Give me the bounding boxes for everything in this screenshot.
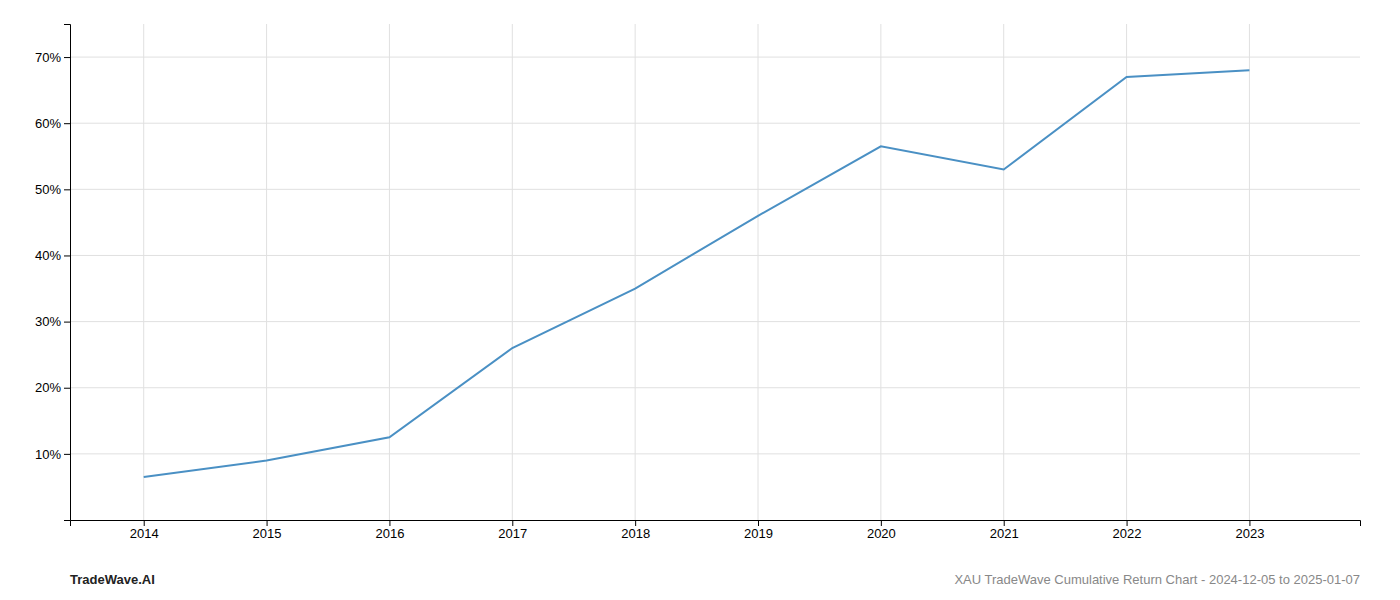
y-tick-label: 10% bbox=[35, 447, 61, 462]
x-grid-line bbox=[389, 24, 390, 520]
x-tick-mark bbox=[267, 520, 268, 526]
x-grid-line bbox=[635, 24, 636, 520]
x-tick-label: 2018 bbox=[621, 526, 650, 541]
x-grid-line bbox=[880, 24, 881, 520]
x-tick-mark bbox=[1127, 520, 1128, 526]
x-tick: 2017 bbox=[498, 520, 527, 541]
y-tick-mark bbox=[64, 388, 70, 389]
x-tick: 2021 bbox=[990, 520, 1019, 541]
line bbox=[144, 70, 1250, 477]
grid bbox=[70, 24, 1360, 520]
x-tick-mark bbox=[881, 520, 882, 526]
x-grid-line bbox=[1003, 24, 1004, 520]
y-tick-mark bbox=[64, 57, 70, 58]
chart: 2014 2015 2016 2017 2018 2019 2020 2021 2022 2023… bbox=[0, 0, 1400, 600]
y-axis-line bbox=[64, 25, 71, 521]
x-tick-mark bbox=[758, 520, 759, 526]
y-tick-label: 70% bbox=[35, 50, 61, 65]
y-tick-mark bbox=[64, 322, 70, 323]
x-tick-label: 2014 bbox=[130, 526, 159, 541]
y-tick-label: 30% bbox=[35, 314, 61, 329]
x-tick-label: 2019 bbox=[744, 526, 773, 541]
y-grid-line bbox=[70, 57, 1360, 58]
x-grid-line bbox=[512, 24, 513, 520]
x-tick: 2016 bbox=[375, 520, 404, 541]
x-tick-mark bbox=[144, 520, 145, 526]
x-tick-label: 2021 bbox=[990, 526, 1019, 541]
y-tick-label: 20% bbox=[35, 380, 61, 395]
x-grid-line bbox=[143, 24, 144, 520]
footer-right: XAU TradeWave Cumulative Return Chart - … bbox=[954, 572, 1360, 587]
y-tick-mark bbox=[64, 189, 70, 190]
y-grid-line bbox=[70, 321, 1360, 322]
y-tick: 10% bbox=[35, 447, 70, 462]
x-tick-mark bbox=[389, 520, 390, 526]
x-tick: 2018 bbox=[621, 520, 650, 541]
x-grid-line bbox=[1249, 24, 1250, 520]
x-tick-mark bbox=[1004, 520, 1005, 526]
y-tick: 60% bbox=[35, 116, 70, 131]
x-tick-label: 2023 bbox=[1235, 526, 1264, 541]
y-tick-label: 50% bbox=[35, 182, 61, 197]
footer-left: TradeWave.AI bbox=[70, 572, 155, 587]
y-tick-mark bbox=[64, 123, 70, 124]
x-tick: 2019 bbox=[744, 520, 773, 541]
y-grid-line bbox=[70, 255, 1360, 256]
y-grid-line bbox=[70, 123, 1360, 124]
y-tick-mark bbox=[64, 255, 70, 256]
x-grid-line bbox=[1126, 24, 1127, 520]
y-tick: 40% bbox=[35, 248, 70, 263]
x-tick: 2020 bbox=[867, 520, 896, 541]
x-tick-label: 2015 bbox=[253, 526, 282, 541]
y-axis: 10% 20% 30% 40% 50% 60% 70% bbox=[35, 25, 71, 521]
y-tick: 20% bbox=[35, 380, 70, 395]
x-grid-line bbox=[758, 24, 759, 520]
x-tick: 2015 bbox=[253, 520, 282, 541]
x-tick-label: 2022 bbox=[1113, 526, 1142, 541]
y-tick: 70% bbox=[35, 50, 70, 65]
x-tick-mark bbox=[512, 520, 513, 526]
y-tick-label: 40% bbox=[35, 248, 61, 263]
x-tick: 2014 bbox=[130, 520, 159, 541]
x-tick: 2022 bbox=[1113, 520, 1142, 541]
y-tick: 50% bbox=[35, 182, 70, 197]
y-tick-mark bbox=[64, 454, 70, 455]
x-tick-mark bbox=[635, 520, 636, 526]
y-grid-line bbox=[70, 189, 1360, 190]
x-grid-line bbox=[266, 24, 267, 520]
y-grid-line bbox=[70, 387, 1360, 388]
y-tick-label: 60% bbox=[35, 116, 61, 131]
plot-area bbox=[144, 70, 1250, 477]
x-tick-label: 2020 bbox=[867, 526, 896, 541]
x-tick: 2023 bbox=[1235, 520, 1264, 541]
y-tick: 30% bbox=[35, 314, 70, 329]
x-tick-label: 2016 bbox=[375, 526, 404, 541]
x-axis: 2014 2015 2016 2017 2018 2019 2020 2021 2022 2023 bbox=[71, 520, 1361, 541]
x-axis-line bbox=[71, 521, 1361, 527]
x-tick-mark bbox=[1249, 520, 1250, 526]
y-grid-line bbox=[70, 453, 1360, 454]
x-tick-label: 2017 bbox=[498, 526, 527, 541]
